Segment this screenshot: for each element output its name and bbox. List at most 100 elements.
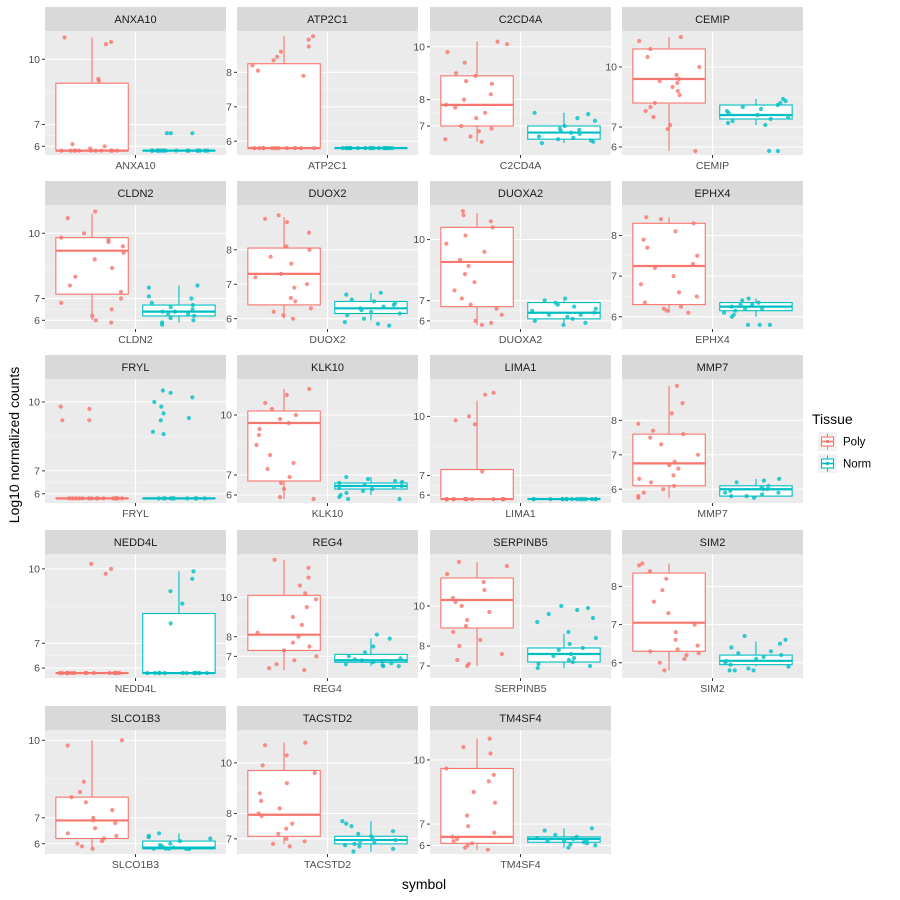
facet-strip-label: CLDN2 — [117, 188, 153, 200]
data-point — [355, 146, 360, 151]
y-tick-label: 7 — [226, 833, 232, 845]
data-point — [569, 497, 575, 502]
data-point — [566, 629, 571, 635]
data-point — [262, 743, 268, 748]
data-point — [77, 789, 83, 795]
data-point — [288, 295, 293, 301]
box-body — [440, 226, 514, 308]
x-tick-label: CEMIP — [696, 160, 729, 172]
data-point — [593, 306, 598, 311]
y-tick-label: 7 — [226, 651, 232, 663]
legend-entries: Poly Norm — [818, 432, 871, 473]
legend-key-point — [825, 461, 830, 466]
data-point — [783, 98, 788, 104]
data-point — [184, 670, 189, 676]
data-point — [279, 271, 284, 276]
facet-strip-label: SERPINB5 — [493, 537, 547, 549]
box-norm — [334, 290, 408, 328]
legend-label: Norm — [843, 459, 871, 471]
data-point — [729, 304, 734, 309]
data-point — [337, 480, 342, 486]
box-body — [247, 410, 321, 482]
data-point — [730, 118, 735, 124]
data-point — [208, 836, 213, 841]
data-point — [359, 308, 364, 313]
data-point — [346, 654, 351, 659]
data-point — [174, 148, 179, 153]
data-point — [381, 304, 386, 309]
data-point — [535, 665, 540, 671]
data-point — [562, 123, 567, 129]
facet-strip-label: FRYL — [122, 362, 150, 374]
data-point — [314, 597, 319, 602]
legend-entry-norm: Norm — [818, 454, 871, 473]
x-tick-label: NEDD4L — [115, 683, 157, 695]
data-point — [290, 614, 295, 620]
data-point — [274, 54, 280, 59]
y-tick-label: 6 — [419, 840, 425, 852]
data-point — [745, 322, 751, 327]
data-point — [120, 244, 125, 249]
data-point — [535, 835, 540, 841]
data-point — [661, 487, 666, 492]
data-point — [278, 49, 284, 54]
data-point — [157, 670, 162, 676]
box-norm — [334, 146, 408, 151]
data-point — [672, 459, 677, 464]
data-point — [558, 129, 564, 134]
data-point — [152, 399, 157, 405]
data-point — [287, 474, 292, 480]
data-point — [642, 300, 648, 305]
data-point — [345, 313, 350, 318]
data-point — [369, 146, 374, 151]
facet-strip — [622, 181, 803, 205]
data-point — [660, 588, 665, 593]
data-point — [586, 112, 591, 117]
data-point — [303, 591, 308, 596]
data-point — [307, 644, 312, 649]
data-point — [574, 834, 579, 840]
data-point — [375, 321, 381, 326]
data-point — [729, 494, 734, 499]
data-point — [636, 495, 641, 500]
data-point — [156, 831, 162, 836]
data-point — [681, 432, 686, 437]
data-point — [530, 308, 535, 313]
data-point — [374, 632, 379, 637]
data-point — [254, 442, 259, 448]
box-poly — [632, 215, 706, 315]
data-point — [783, 637, 788, 642]
data-point — [352, 657, 357, 662]
data-point — [166, 311, 171, 316]
x-tick-label: SIM2 — [700, 683, 725, 695]
data-point — [149, 148, 154, 153]
facet-strip-label: DUOX2 — [309, 188, 347, 200]
data-point — [487, 609, 492, 615]
data-point — [459, 123, 464, 129]
facet-panel: SLCO1B3 6 7 10 SLCO1B3 — [28, 706, 226, 871]
box-poly — [440, 39, 514, 144]
box-norm — [719, 633, 793, 673]
x-tick-label: KLK10 — [312, 508, 344, 520]
data-point — [580, 645, 585, 651]
data-point — [292, 658, 297, 663]
data-point — [107, 670, 112, 676]
data-point — [185, 311, 191, 316]
y-tick-label: 8 — [226, 244, 232, 256]
y-tick-label: 8 — [611, 230, 617, 242]
data-point — [490, 225, 495, 230]
data-point — [488, 219, 493, 224]
data-point — [481, 579, 486, 585]
data-point — [455, 836, 460, 842]
facet-panel: LIMA1 6 7 10 LIMA1 — [413, 355, 611, 520]
data-point — [75, 841, 80, 846]
box-body — [440, 577, 514, 629]
data-point — [166, 846, 172, 851]
data-point — [261, 146, 266, 151]
data-point — [637, 476, 642, 481]
box-body — [55, 237, 129, 295]
y-tick-label: 7 — [419, 121, 425, 133]
data-point — [385, 146, 390, 151]
y-tick-label: 7 — [34, 812, 40, 824]
box-norm — [142, 131, 216, 153]
